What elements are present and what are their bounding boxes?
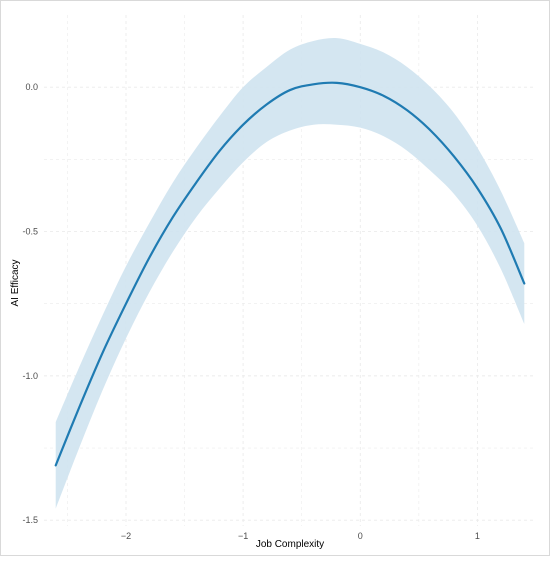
x-tick-label: 0: [358, 531, 363, 541]
y-tick-label: -0.5: [22, 227, 38, 237]
x-tick-label: −2: [121, 531, 131, 541]
fit-line: [54, 81, 526, 467]
x-tick-label: −1: [238, 531, 248, 541]
y-tick-label: 0.0: [25, 82, 38, 92]
fit-line-layer: [54, 81, 526, 467]
confidence-band: [55, 38, 525, 509]
confidence-band-layer: [55, 38, 525, 509]
x-tick-labels: −2 −1 0 1: [121, 531, 480, 541]
y-tick-labels: 0.0 -0.5 -1.0 -1.5: [22, 82, 38, 525]
y-tick-label: -1.0: [22, 371, 38, 381]
y-axis-title: AI Efficacy: [10, 259, 21, 306]
x-tick-label: 1: [475, 531, 480, 541]
y-tick-label: -1.5: [22, 515, 38, 525]
x-axis-title: Job Complexity: [256, 539, 324, 550]
